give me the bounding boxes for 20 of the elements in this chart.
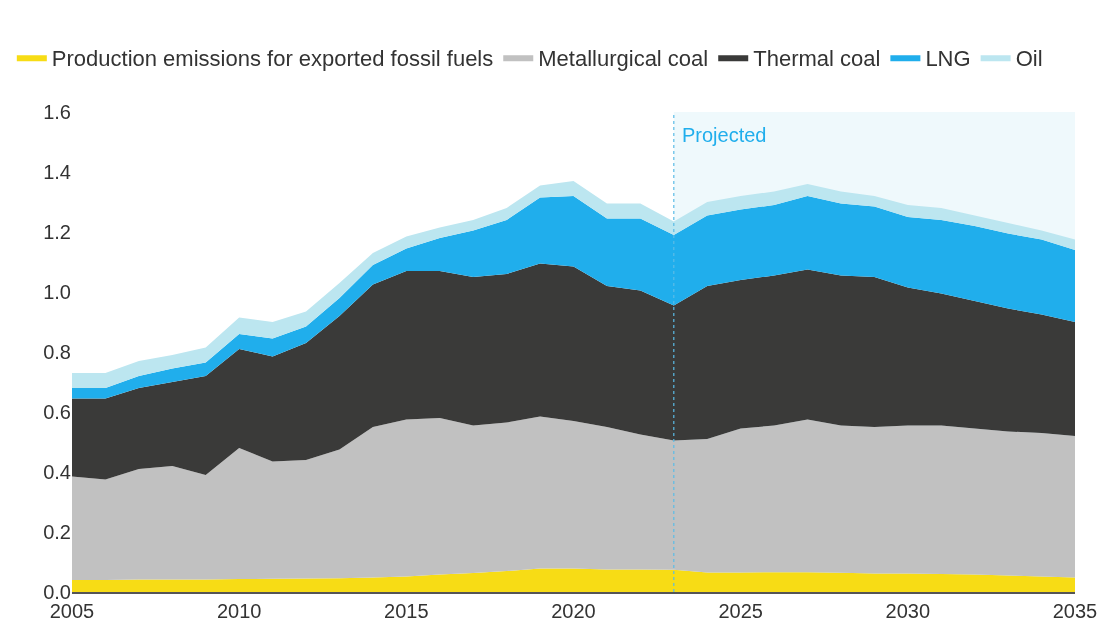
y-tick-label: 1.0 (43, 281, 71, 303)
x-tick-label: 2010 (216, 599, 262, 622)
legend-label: Thermal coal (753, 45, 881, 71)
y-tick-label: 1.4 (43, 161, 71, 183)
y-tick-label: 0.4 (43, 461, 71, 483)
legend-label: LNG (925, 45, 971, 71)
band-label: Projected (682, 124, 767, 146)
x-tick-label: 2015 (384, 599, 429, 622)
x-tick-label: 2020 (551, 599, 596, 622)
y-tick-label: 0.8 (43, 341, 71, 363)
y-tick-label: 0.6 (43, 401, 71, 423)
y-tick-label: 0.2 (43, 521, 71, 543)
x-tick-label: 2030 (885, 599, 931, 622)
y-tick-label: 1.2 (43, 221, 71, 243)
legend-label: Oil (1015, 45, 1043, 71)
y-tick-label: 1.6 (43, 101, 71, 123)
x-tick-label: 2035 (1052, 599, 1098, 622)
legend-label: Metallurgical coal (538, 45, 709, 71)
legend-label: Production emissions for exported fossil fuels (51, 45, 494, 71)
x-tick-label: 2025 (718, 599, 763, 622)
